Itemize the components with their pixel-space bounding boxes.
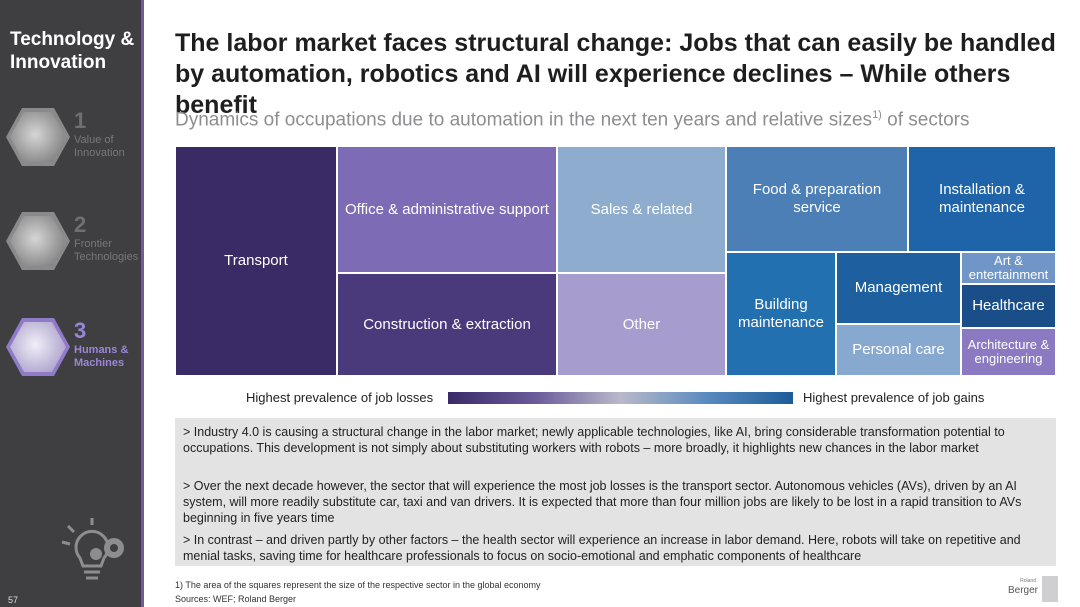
- nav-number: 1: [74, 108, 87, 133]
- bullet-point: > Over the next decade however, the sect…: [183, 479, 1022, 525]
- subtitle-text: Dynamics of occupations due to automatio…: [175, 109, 873, 131]
- tile-personal-care: Personal care: [836, 324, 961, 376]
- section-title: Technology & Innovation: [10, 29, 135, 73]
- tile-installation-maintenance: Installation & maintenance: [908, 146, 1056, 252]
- page-number: 57: [8, 595, 19, 605]
- logo-text-main: Berger: [1008, 585, 1039, 596]
- sources: Sources: WEF; Roland Berger: [175, 594, 297, 604]
- tile-transport: Transport: [175, 146, 337, 376]
- tile-food-preparation: Food & preparation service: [726, 146, 908, 252]
- nav-item-humans-machines[interactable]: 3 Humans & Machines: [6, 318, 142, 380]
- tile-management: Management: [836, 252, 961, 324]
- treemap: Transport Office & administrative suppor…: [175, 146, 1056, 376]
- tile-construction-extraction: Construction & extraction: [337, 273, 557, 376]
- tile-building-maintenance: Building maintenance: [726, 252, 836, 376]
- nav-label: Humans & Machines: [74, 344, 129, 369]
- legend-job-losses: Highest prevalence of job losses: [246, 390, 434, 405]
- legend-gradient-bar: [448, 392, 793, 404]
- bullet-point: > In contrast – and driven partly by oth…: [183, 533, 1021, 563]
- subtitle-footnote-ref: 1): [872, 109, 882, 121]
- legend-job-gains: Highest prevalence of job gains: [803, 390, 985, 405]
- tile-healthcare: Healthcare: [961, 284, 1056, 328]
- subtitle-tail: of sectors: [881, 109, 970, 131]
- tile-office-administrative: Office & administrative support: [337, 146, 557, 273]
- sidebar: Technology & Innovation 1 Value of Innov…: [0, 0, 144, 607]
- nav-item-frontier-technologies[interactable]: 2 Frontier Technologies: [6, 212, 142, 274]
- tile-other: Other: [557, 273, 726, 376]
- logo-text-small: Roland: [1020, 578, 1036, 584]
- frontier-technologies-thumbnail-icon: [6, 212, 70, 270]
- logo-mark: [1042, 576, 1058, 602]
- key-points-box: > Industry 4.0 is causing a structural c…: [175, 418, 1056, 566]
- nav-label: Frontier Technologies: [74, 238, 139, 263]
- bullet-point: > Industry 4.0 is causing a structural c…: [183, 425, 1005, 455]
- value-of-innovation-thumbnail-icon: [6, 108, 70, 166]
- humans-machines-thumbnail-icon: [6, 318, 70, 376]
- nav-label: Value of Innovation: [74, 134, 125, 159]
- lightbulb-gear-icon: [61, 518, 124, 580]
- nav-number: 3: [74, 318, 87, 343]
- page-title: The labor market faces structural change…: [175, 29, 1056, 119]
- tile-art-entertainment: Art & entertainment: [961, 252, 1056, 284]
- roland-berger-logo: Roland Berger: [1008, 576, 1058, 602]
- tile-sales-related: Sales & related: [557, 146, 726, 273]
- nav-item-value-of-innovation[interactable]: 1 Value of Innovation: [6, 108, 142, 170]
- footnote: 1) The area of the squares represent the…: [175, 580, 541, 590]
- subtitle: Dynamics of occupations due to automatio…: [175, 109, 970, 131]
- nav-number: 2: [74, 212, 87, 237]
- tile-architecture-engineering: Architecture & engineering: [961, 328, 1056, 376]
